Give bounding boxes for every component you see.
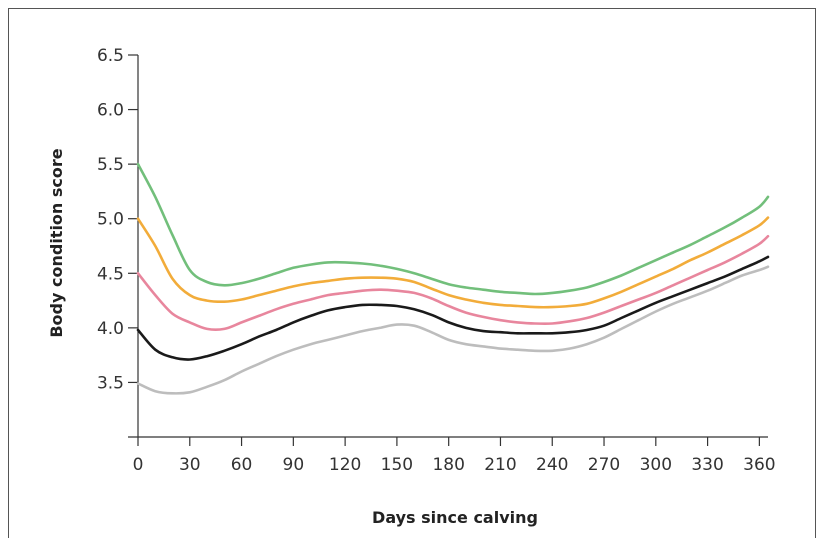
y-tick-label: 5.5 [97,155,124,175]
y-tick-label: 4.5 [97,264,124,284]
x-tick-label: 210 [484,455,516,475]
y-tick-label: 3.5 [97,373,124,393]
chart-frame [8,8,816,538]
x-tick-label: 300 [640,455,672,475]
series-line-2 [136,216,770,309]
x-ticks: 0 30 60 90 120 150 180 210 240 270 300 330 360 [133,437,776,475]
x-tick-label: 330 [691,455,723,475]
y-ticks: 3.5 4.0 4.5 5.0 5.5 6.0 6.5 [97,46,138,393]
x-tick-label: 150 [381,455,413,475]
series-group [136,162,770,395]
series-line-5 [136,265,770,395]
x-tick-label: 60 [231,455,253,475]
x-tick-label: 240 [536,455,568,475]
x-tick-label: 360 [743,455,775,475]
y-axis-title: Body condition score [47,148,66,337]
y-tick-label: 5.0 [97,210,124,230]
y-tick-label: 6.0 [97,101,124,121]
x-tick-label: 120 [329,455,361,475]
y-tick-label: 6.5 [97,46,124,66]
series-line-1 [136,162,770,296]
series-line-4 [136,255,770,361]
x-axis-title: Days since calving [372,508,538,527]
series-line-3 [136,234,770,332]
x-tick-label: 90 [283,455,305,475]
x-tick-label: 180 [432,455,464,475]
x-tick-label: 30 [179,455,201,475]
y-tick-label: 4.0 [97,319,124,339]
x-tick-label: 270 [588,455,620,475]
x-tick-label: 0 [133,455,144,475]
